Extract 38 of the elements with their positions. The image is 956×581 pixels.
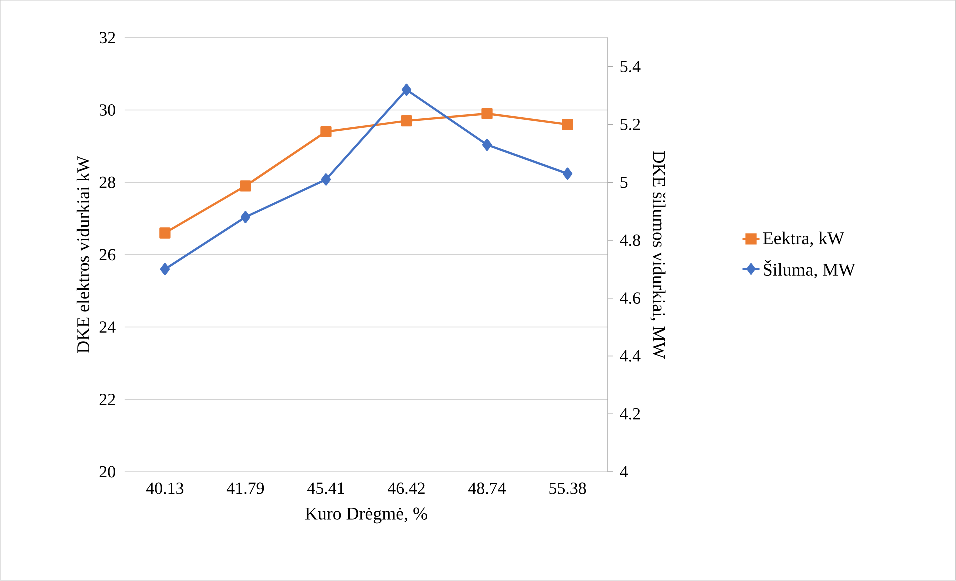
point xyxy=(482,108,493,120)
point xyxy=(562,119,574,130)
y2-tick-label: 5.2 xyxy=(620,119,640,130)
point xyxy=(402,84,412,96)
y-tick-label: 20 xyxy=(100,466,116,478)
y2-axis-title: DKE šilumos vidurkiai, MW xyxy=(650,151,666,360)
y-tick-label: 22 xyxy=(100,394,116,406)
y2-tick-label: 4.2 xyxy=(620,408,640,420)
point xyxy=(401,116,412,127)
y-tick-label: 30 xyxy=(100,104,116,116)
y-tick-label: 28 xyxy=(100,176,116,188)
y2-tick-label: 5.4 xyxy=(620,61,641,73)
y-tick-label: 26 xyxy=(100,249,116,261)
y2-tick-label: 4.8 xyxy=(620,234,640,246)
x-tick-label: 55.38 xyxy=(550,482,586,494)
legend-label: Šiluma, MW xyxy=(764,260,856,279)
point xyxy=(160,228,171,239)
y2-tick-label: 4.6 xyxy=(620,292,641,304)
point xyxy=(321,174,332,186)
x-tick-label: 40.13 xyxy=(146,482,184,494)
y2-tick-label: 4.4 xyxy=(620,350,641,362)
point xyxy=(240,180,252,192)
point xyxy=(160,263,170,276)
y-axis-title: DKE elektros vidurkiai kW xyxy=(76,156,90,354)
y2-tick-label: 4 xyxy=(620,466,628,478)
x-tick-label: 46.42 xyxy=(388,482,425,494)
point xyxy=(240,211,251,224)
y-tick-label: 24 xyxy=(100,322,116,333)
legend-label: Eektra, kW xyxy=(763,232,845,248)
point xyxy=(482,138,492,152)
x-tick-label: 45.41 xyxy=(307,482,344,494)
point xyxy=(562,168,573,180)
x-tick-label: 48.74 xyxy=(468,482,506,494)
x-tick-label: 41.79 xyxy=(226,482,264,494)
point xyxy=(320,126,332,138)
y-tick-label: 32 xyxy=(100,32,116,44)
y2-tick-label: 5 xyxy=(620,177,628,188)
x-axis-title: Kuro Drėgmė, % xyxy=(305,508,428,524)
